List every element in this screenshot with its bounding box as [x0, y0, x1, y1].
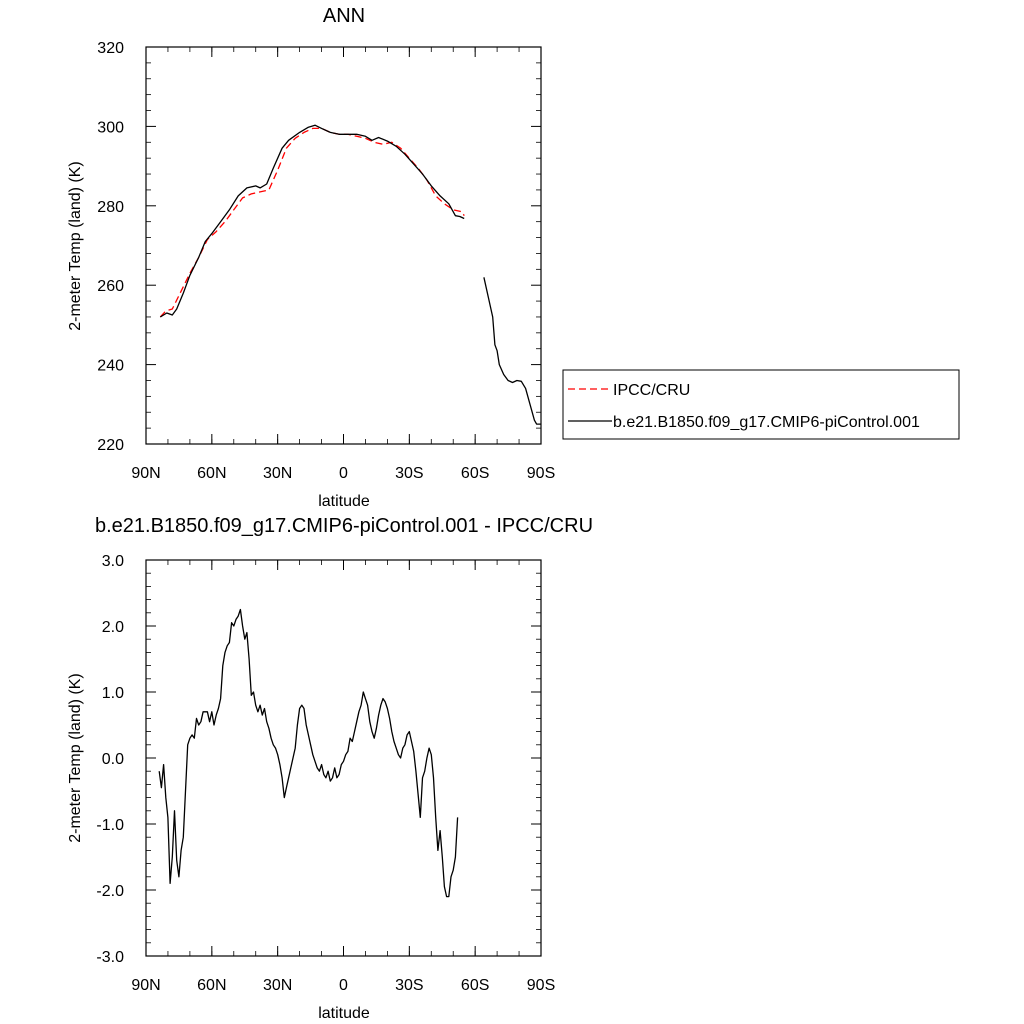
x-axis-label: latitude	[318, 493, 370, 510]
axes: 90N 60N 30N 0 30S 60S 90S 220 240 260 280 300 320	[97, 40, 555, 482]
x-tick-label: 30N	[263, 977, 292, 994]
y-tick-label: 300	[97, 119, 124, 136]
series-line-model	[158, 608, 459, 898]
series-line-ipcc-cru	[159, 127, 465, 318]
y-tick-label: 260	[97, 278, 124, 295]
legend-entry-model: b.e21.B1850.f09_g17.CMIP6-piControl.001	[613, 414, 920, 431]
y-tick-label: 280	[97, 199, 124, 216]
y-tick-label: -3.0	[96, 949, 124, 966]
chart-title: ANN	[323, 5, 365, 27]
x-tick-label: 60N	[197, 465, 226, 482]
series-lines	[159, 124, 541, 425]
y-tick-label: 1.0	[102, 685, 124, 702]
x-tick-label: 90S	[527, 465, 555, 482]
x-tick-label: 60S	[461, 465, 489, 482]
plot-frame	[145, 559, 542, 957]
top-panel: ANN 90N 60N 30N 0 30S 60S 90S 220 240 260 280 300 32…	[67, 5, 960, 510]
difference-chart-title: b.e21.B1850.f09_g17.CMIP6-piControl.001 …	[95, 515, 593, 537]
y-tick-label: 3.0	[102, 553, 124, 570]
x-tick-label: 60N	[197, 977, 226, 994]
y-tick-label: 2.0	[102, 619, 124, 636]
x-tick-label: 0	[339, 465, 348, 482]
legend-box	[562, 369, 960, 440]
y-tick-label: -1.0	[96, 817, 124, 834]
x-tick-label: 60S	[461, 977, 489, 994]
plot-frame	[145, 46, 542, 445]
series-lines	[158, 608, 459, 898]
y-tick-label: 240	[97, 358, 124, 375]
x-tick-label: 30S	[395, 465, 423, 482]
y-axis-label: 2-meter Temp (land) (K)	[67, 673, 84, 843]
y-axis-label: 2-meter Temp (land) (K)	[67, 161, 84, 331]
y-tick-label: 320	[97, 40, 124, 57]
bottom-panel: b.e21.B1850.f09_g17.CMIP6-piControl.001 …	[67, 515, 593, 1022]
y-tick-label: -2.0	[96, 883, 124, 900]
axes: 90N 60N 30N 0 30S 60S 90S -3.0 -2.0 -1.0 0.0 1.0 2.0…	[96, 553, 555, 994]
x-axis-label: latitude	[318, 1005, 370, 1022]
x-tick-label: 30S	[395, 977, 423, 994]
x-tick-label: 30N	[263, 465, 292, 482]
legend-entry-ipcc-cru: IPCC/CRU	[613, 382, 690, 399]
series-line-model	[483, 277, 541, 425]
legend: IPCC/CRU b.e21.B1850.f09_g17.CMIP6-piCon…	[562, 369, 960, 440]
x-tick-label: 90S	[527, 977, 555, 994]
x-tick-label: 90N	[131, 977, 160, 994]
x-tick-label: 90N	[131, 465, 160, 482]
y-tick-label: 220	[97, 437, 124, 454]
y-tick-label: 0.0	[102, 751, 124, 768]
x-tick-label: 0	[339, 977, 348, 994]
series-line-model	[159, 124, 465, 318]
